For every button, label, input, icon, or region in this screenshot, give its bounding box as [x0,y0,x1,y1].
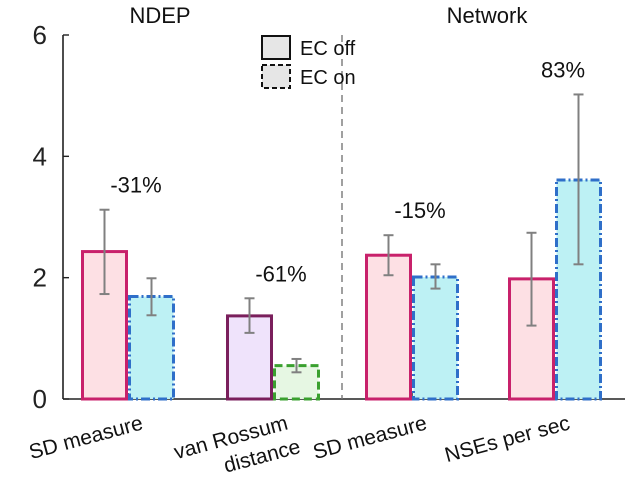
x-category-label: van Rossumdistance [172,410,303,485]
bar [412,275,459,401]
legend-label: EC on [300,67,356,89]
x-category-label: NSEs per sec [442,412,572,467]
bars [81,93,602,401]
legend: EC off EC on [261,35,356,89]
panel-title: NDEP [129,3,190,28]
y-tick-label: 0 [33,384,47,414]
percent-change-label: 83% [541,57,585,82]
bar [365,253,412,401]
x-category-label: SD measure [311,412,430,464]
legend-swatch [261,35,291,60]
x-category-label-line: SD measure [311,412,430,464]
percent-change-label: -15% [394,198,445,223]
percent-change-label: -61% [255,261,306,286]
percent-change-label: -31% [110,173,161,198]
y-tick-label: 2 [33,263,47,293]
x-category-label: SD measure [27,412,146,464]
legend-swatch [261,64,291,89]
legend-label: EC off [300,38,356,60]
x-category-label-line: SD measure [27,412,146,464]
panel-title: Network [447,3,529,28]
x-category-label-line: NSEs per sec [442,412,572,467]
y-tick-label: 6 [33,20,47,50]
y-tick-label: 4 [33,141,47,171]
